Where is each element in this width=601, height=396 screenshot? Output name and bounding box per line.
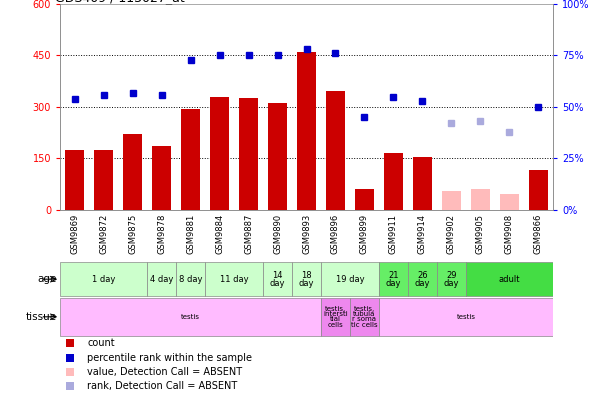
Bar (210, 97, 229, 210)
Text: 18
day: 18 day (299, 270, 314, 288)
Bar (65, 150, 84, 210)
Text: 11 day: 11 day (220, 275, 248, 284)
Bar (123, 134, 142, 210)
Bar (384, 153, 403, 210)
Bar (413, 157, 432, 210)
Bar (437, 262, 466, 296)
Bar (60, 262, 147, 296)
Text: 4 day: 4 day (150, 275, 173, 284)
Bar (529, 170, 548, 210)
Bar (147, 262, 176, 296)
Bar (379, 262, 408, 296)
Text: 14
day: 14 day (270, 270, 285, 288)
Bar (350, 298, 379, 336)
Text: rank, Detection Call = ABSENT: rank, Detection Call = ABSENT (87, 381, 237, 392)
Text: 29
day: 29 day (444, 270, 459, 288)
Bar (239, 98, 258, 210)
Bar (355, 189, 374, 210)
Text: 19 day: 19 day (336, 275, 364, 284)
Text: testis,
intersti
tial
cells: testis, intersti tial cells (323, 306, 348, 327)
Text: testis: testis (456, 314, 475, 320)
Text: tissue: tissue (26, 312, 57, 322)
Bar (321, 298, 350, 336)
Bar (268, 103, 287, 210)
Bar (181, 109, 200, 210)
Bar (152, 147, 171, 210)
Text: count: count (87, 338, 115, 348)
Text: adult: adult (499, 275, 520, 284)
Text: 26
day: 26 day (415, 270, 430, 288)
Bar (321, 262, 379, 296)
Text: 1 day: 1 day (92, 275, 115, 284)
Text: age: age (38, 274, 57, 284)
Bar (176, 262, 205, 296)
Bar (297, 52, 316, 210)
Bar (466, 262, 553, 296)
Text: testis,
tubula
r soma
tic cells: testis, tubula r soma tic cells (351, 306, 378, 327)
Bar (292, 262, 321, 296)
Bar (263, 262, 292, 296)
Bar (500, 194, 519, 210)
Bar (205, 262, 263, 296)
Bar (60, 298, 321, 336)
Text: value, Detection Call = ABSENT: value, Detection Call = ABSENT (87, 367, 242, 377)
Text: 21
day: 21 day (386, 270, 401, 288)
Text: 8 day: 8 day (179, 275, 203, 284)
Bar (326, 91, 345, 210)
Bar (408, 262, 437, 296)
Bar (471, 189, 490, 210)
Text: GDS409 / 113027_at: GDS409 / 113027_at (55, 0, 185, 4)
Text: percentile rank within the sample: percentile rank within the sample (87, 353, 252, 363)
Bar (442, 191, 461, 210)
Text: testis: testis (181, 314, 200, 320)
Bar (94, 150, 113, 210)
Bar (379, 298, 553, 336)
